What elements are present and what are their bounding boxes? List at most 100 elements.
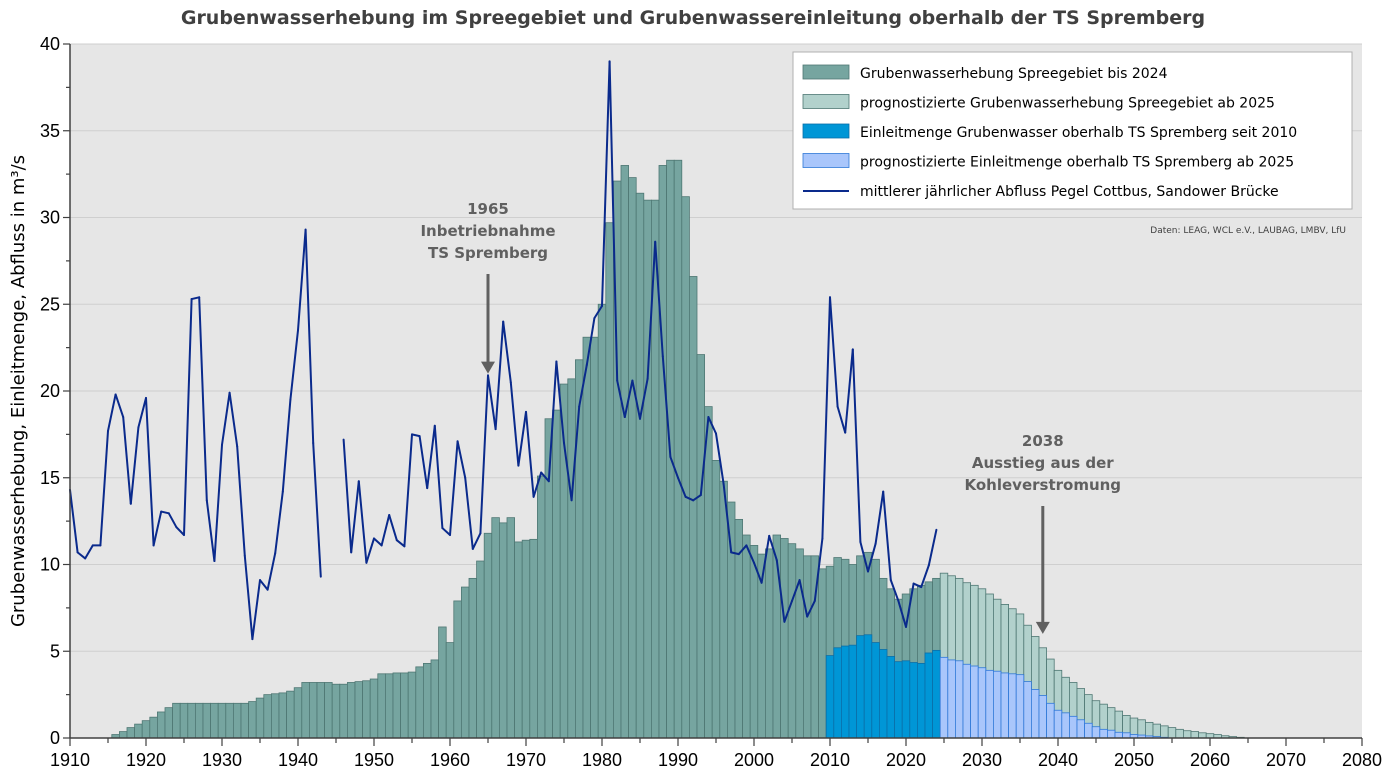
bar-prognose-grubenwasserhebung [1152,723,1161,739]
bar-einleitmenge [924,652,933,739]
source-note: Daten: LEAG, WCL e.V., LAUBAG, LMBV, LfU [1150,226,1346,236]
bar-grubenwasserhebung [286,690,295,739]
line-segment-abfluss [859,540,869,573]
line-segment-abfluss [532,471,543,498]
bar-grubenwasserhebung [354,681,363,739]
line-segment-abfluss [684,495,695,502]
discharge-line [69,60,938,641]
bar-grubenwasserhebung [635,192,645,739]
bar-grubenwasserhebung [468,577,477,739]
line-segment-abfluss [441,527,451,537]
annotation-text: 2038 [1022,432,1064,450]
x-tick-label: 2000 [734,750,774,770]
bar-einleitmenge [917,662,926,739]
bar-grubenwasserhebung [210,702,219,739]
line-segment-abfluss [145,396,155,547]
line-segment-abfluss [205,499,216,563]
line-segment-abfluss [905,582,915,628]
line-segment-abfluss [494,320,505,431]
bar-prognose-einleitmenge [1046,702,1055,739]
bar-grubenwasserhebung [293,687,303,739]
line-segment-abfluss [821,296,831,540]
bar-grubenwasserhebung [673,159,683,739]
bar-grubenwasserhebung [422,662,432,739]
line-segment-abfluss [213,443,223,563]
bar-grubenwasserhebung [407,671,417,739]
line-segment-abfluss [259,579,269,591]
bar-prognose-einleitmenge [962,663,971,739]
x-tick-label: 2050 [1114,750,1154,770]
bar-grubenwasserhebung [818,568,827,739]
line-segment-abfluss [677,476,687,498]
y-tick-label: 20 [40,381,60,401]
line-segment-abfluss [342,438,353,554]
line-segment-abfluss [578,363,588,408]
bar-grubenwasserhebung [582,336,591,739]
line-segment-abfluss [867,542,877,573]
legend-swatch [802,123,850,139]
x-tick-label: 1920 [126,750,166,770]
x-tick-label: 2020 [886,750,926,770]
line-segment-abfluss [791,579,801,602]
line-segment-abfluss [357,480,368,564]
line-segment-abfluss [297,228,307,332]
bar-prognose-einleitmenge [1084,722,1093,739]
line-segment-abfluss [616,379,626,419]
bar-grubenwasserhebung [628,177,637,739]
line-segment-abfluss [274,490,284,555]
bar-grubenwasserhebung [658,165,667,739]
annotation-text: Kohleverstromung [965,476,1122,494]
bar-grubenwasserhebung [164,707,173,739]
bar-grubenwasserhebung [187,702,196,739]
bar-grubenwasserhebung [445,642,455,739]
bar-grubenwasserhebung [483,532,493,739]
line-segment-abfluss [76,551,87,560]
annotation-text: TS Spremberg [428,244,548,262]
line-segment-abfluss [707,416,717,435]
bar-grubenwasserhebung [491,517,500,739]
y-tick-label: 15 [40,468,60,488]
bar-grubenwasserhebung [179,702,189,739]
line-segment-abfluss [509,381,520,467]
bar-grubenwasserhebung [217,702,227,739]
bar-einleitmenge [863,634,873,739]
line-segment-abfluss [897,599,907,628]
bar-einleitmenge [848,644,857,739]
bar-grubenwasserhebung [308,682,318,739]
bar-prognose-einleitmenge [1107,729,1116,739]
line-segment-abfluss [312,442,322,578]
bar-prognose-einleitmenge [947,659,956,739]
bar-grubenwasserhebung [141,720,151,739]
line-segment-abfluss [692,494,702,502]
bar-prognose-einleitmenge [1091,726,1101,739]
bar-einleitmenge [825,655,835,739]
line-segment-abfluss [525,410,535,498]
line-segment-abfluss [920,564,930,589]
line-segment-abfluss [365,537,375,564]
bar-grubenwasserhebung [126,727,135,739]
bar-grubenwasserhebung [384,673,394,739]
bar-einleitmenge [901,660,911,739]
line-segment-abfluss [471,532,482,550]
line-segment-abfluss [775,559,786,623]
y-tick-label: 40 [40,34,60,54]
bar-prognose-grubenwasserhebung [1167,727,1177,739]
bar-einleitmenge [932,649,941,739]
legend-label: prognostizierte Grubenwasserhebung Spree… [860,96,1275,112]
line-segment-abfluss [737,544,748,556]
line-segment-abfluss [798,579,809,618]
line-segment-abfluss [228,391,239,448]
bar-prognose-einleitmenge [939,656,949,739]
x-tick-label: 1910 [50,750,90,770]
bar-prognose-einleitmenge [1099,728,1108,739]
line-segment-abfluss [243,554,254,641]
bar-grubenwasserhebung [331,683,341,739]
bar-grubenwasserhebung [377,673,386,739]
line-segment-abfluss [289,329,299,401]
annotation-text: Ausstieg aus der [972,454,1114,472]
bar-grubenwasserhebung [537,475,546,739]
bar-grubenwasserhebung [316,682,325,739]
line-segment-abfluss [479,374,489,535]
line-segment-abfluss [517,410,527,467]
bar-grubenwasserhebung [711,459,721,739]
